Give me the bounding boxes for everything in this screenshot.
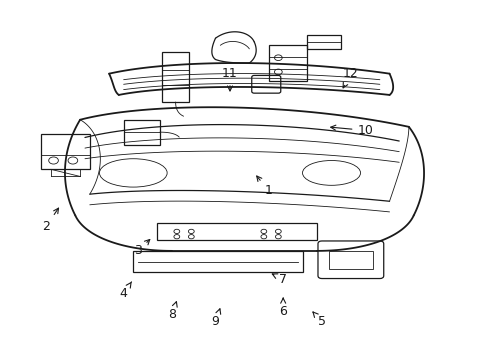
Text: 9: 9 (211, 309, 220, 328)
Bar (307, 35, 341, 49)
Bar (123, 120, 160, 145)
Text: 10: 10 (330, 124, 372, 137)
Text: 8: 8 (168, 302, 177, 321)
Text: 12: 12 (342, 67, 358, 88)
Bar (157, 222, 316, 240)
Bar (133, 251, 302, 272)
Text: 11: 11 (222, 67, 237, 91)
Text: 6: 6 (279, 298, 286, 318)
Bar (268, 45, 307, 81)
Text: 1: 1 (256, 176, 272, 197)
Text: 5: 5 (312, 312, 325, 328)
Bar (41, 134, 90, 169)
Bar (162, 53, 188, 102)
Ellipse shape (302, 161, 360, 185)
Text: 7: 7 (272, 273, 286, 286)
Text: 2: 2 (42, 208, 59, 233)
Text: 3: 3 (134, 239, 149, 257)
Text: 4: 4 (120, 282, 131, 300)
Ellipse shape (99, 159, 167, 187)
Bar (328, 251, 372, 269)
